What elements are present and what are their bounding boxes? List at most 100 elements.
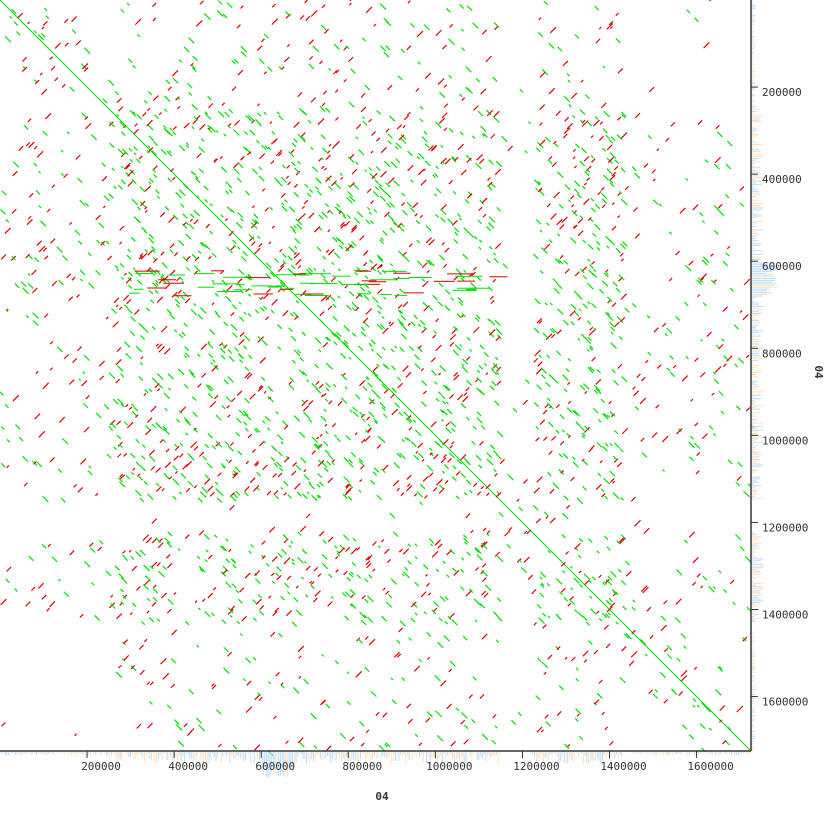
reverse-match [115,359,122,366]
reverse-match [28,141,35,149]
reverse-match [41,594,47,600]
reverse-match [398,627,404,633]
reverse-match [249,393,256,400]
forward-match [260,376,266,381]
forward-match [173,719,180,726]
reverse-match [170,683,176,688]
y-tick-label: 600000 [762,260,802,273]
reverse-match [438,372,442,376]
reverse-match [651,169,656,174]
forward-match [193,427,199,433]
forward-match [222,13,228,19]
forward-match [280,441,284,445]
forward-match [552,278,559,284]
forward-match [461,366,469,373]
reverse-match [391,408,398,416]
forward-match [383,296,387,300]
forward-match [131,471,135,476]
forward-match [472,676,477,681]
reverse-match [228,459,233,464]
forward-match [114,90,120,96]
forward-match [435,568,440,573]
reverse-match [50,65,56,71]
forward-match [348,462,354,468]
forward-match [378,185,386,193]
forward-match [185,233,192,240]
y-tick-label: 1600000 [762,696,808,709]
forward-match [172,131,177,136]
forward-match [377,256,384,263]
forward-match [214,292,219,297]
forward-match [263,111,267,115]
forward-match [151,377,159,385]
forward-match [448,127,454,133]
forward-match [602,147,607,152]
forward-match [519,88,524,93]
reverse-match [298,655,302,659]
reverse-match [435,29,442,37]
reverse-match [208,103,214,109]
forward-match [601,280,609,287]
forward-match [327,185,333,191]
reverse-match [543,436,548,442]
forward-match [296,491,303,497]
forward-match [372,371,379,377]
forward-match [483,362,488,367]
forward-match [210,361,214,365]
reverse-match [139,669,145,676]
reverse-match [556,646,561,651]
forward-match [549,302,553,306]
forward-match [486,533,490,537]
reverse-match [583,198,590,206]
reverse-match [83,67,89,72]
y-tick-label: 1200000 [762,521,808,534]
forward-match [309,483,316,490]
forward-match [453,326,459,332]
forward-match [700,702,708,709]
reverse-match [457,394,464,401]
forward-match [404,566,409,571]
reverse-match [564,656,568,660]
reverse-match [471,271,476,277]
forward-match [621,198,628,206]
forward-match [276,433,284,441]
reverse-match [107,255,113,261]
forward-match [131,410,137,416]
forward-match [331,332,336,337]
reverse-match [726,245,731,250]
reverse-match [173,592,177,596]
reverse-match [742,636,748,642]
forward-match [410,179,414,183]
forward-match [433,330,438,335]
forward-match [359,611,366,619]
forward-match [232,564,237,569]
reverse-match [272,472,277,478]
forward-match [476,417,483,424]
forward-match [401,192,406,197]
reverse-match [125,164,131,170]
forward-match [363,294,370,301]
reverse-match [260,296,264,300]
forward-match [244,366,250,372]
forward-match [277,324,283,330]
forward-match [579,160,586,167]
reverse-match [142,112,147,117]
reverse-match [497,491,502,496]
reverse-match [486,109,494,117]
forward-match [362,385,368,391]
reverse-match [147,107,151,112]
reverse-match [726,355,733,362]
reverse-match [154,383,160,389]
forward-match [366,206,371,211]
forward-match [203,13,211,21]
reverse-match [243,486,250,492]
reverse-match [239,331,245,337]
reverse-match [367,428,372,433]
forward-match [89,547,96,554]
forward-match [116,268,120,272]
forward-match [326,336,332,342]
forward-match [456,213,462,218]
forward-match [56,246,64,254]
reverse-match [581,119,586,124]
reverse-match [600,102,607,109]
